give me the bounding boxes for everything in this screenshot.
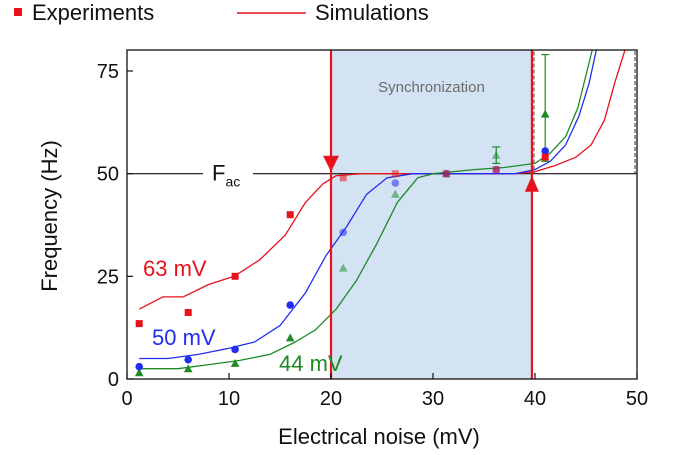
reference-label-fac: Fac [212, 161, 240, 190]
legend-simulations-label: Simulations [315, 0, 429, 25]
axis-ticks: 0 10 20 30 40 50 0 25 50 75 [97, 61, 648, 410]
reference-label-subscript: ac [225, 174, 240, 190]
experiment-point-63mv [339, 174, 347, 182]
synchronization-boundary-arrows [323, 50, 539, 379]
legend-experiments-marker [14, 8, 22, 16]
series-label-63mv: 63 mV [143, 256, 207, 281]
legend: Experiments Simulations [14, 0, 429, 25]
experiment-point-44mv [134, 368, 144, 377]
experiment-point-44mv [230, 358, 240, 367]
simulation-line-50mv [139, 50, 597, 360]
experiment-point-50mv [541, 147, 549, 155]
experiment-point-63mv [135, 320, 143, 328]
simulation-lines [138, 50, 626, 370]
x-tick-label: 30 [422, 388, 444, 410]
x-tick-label: 20 [320, 388, 342, 410]
experiment-point-44mv [540, 109, 550, 118]
arrow-down [323, 155, 339, 172]
experiment-point-50mv [391, 179, 400, 187]
reference-label-main: F [212, 161, 225, 186]
simulation-line-44mv [139, 50, 593, 370]
y-tick-label: 75 [97, 61, 119, 83]
series-label-50mv: 50 mV [152, 325, 216, 350]
experiment-point-50mv [135, 362, 143, 371]
y-tick-label: 25 [97, 266, 119, 288]
experiment-point-44mv [391, 189, 400, 198]
experiment-point-50mv [184, 355, 192, 364]
legend-experiments-label: Experiments [32, 0, 154, 25]
x-tick-label: 40 [524, 388, 546, 410]
experiment-point-44mv [338, 263, 348, 272]
experiment-point-44mv [491, 150, 501, 159]
experiment-point-44mv [183, 364, 193, 373]
experiment-point-63mv [442, 170, 450, 178]
experiment-markers [134, 109, 550, 377]
y-tick-label: 0 [108, 369, 119, 391]
experiment-point-50mv [339, 228, 348, 237]
x-tick-label: 10 [218, 388, 240, 410]
experiment-point-63mv [231, 272, 239, 280]
reference-label-background [203, 159, 253, 188]
plot-frame [126, 49, 638, 380]
series-label-44mv: 44 mV [279, 351, 343, 376]
y-tick-label: 50 [97, 164, 119, 186]
experiment-point-50mv [286, 301, 295, 309]
synchronization-label: Synchronization [378, 79, 485, 96]
experiment-point-63mv [391, 170, 399, 178]
simulation-line-63mv [138, 50, 626, 310]
experiment-point-63mv [184, 309, 192, 316]
experiment-point-63mv [541, 153, 549, 161]
experiment-point-44mv [285, 333, 295, 342]
experiment-point-63mv [286, 211, 294, 219]
experiment-point-63mv [492, 166, 500, 174]
x-tick-label: 0 [121, 388, 132, 410]
synchronization-region: Synchronization [330, 49, 533, 380]
synchronization-band [330, 49, 533, 380]
x-axis-title: Electrical noise (mV) [278, 424, 480, 449]
arrow-up [524, 175, 539, 192]
y-axis-title: Frequency (Hz) [37, 140, 62, 292]
x-tick-label: 50 [626, 388, 648, 410]
experiment-point-50mv [231, 345, 239, 354]
